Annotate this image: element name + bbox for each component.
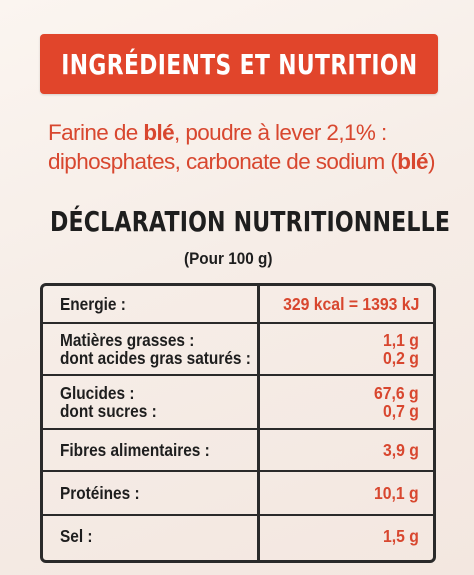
row-energie: Energie : 329 kcal = 1393 kJ [43, 286, 433, 324]
label-proteines: Protéines : [60, 483, 140, 503]
value-matieres-grasses: 1,1 g [383, 330, 419, 350]
title-banner: INGRÉDIENTS ET NUTRITION [40, 34, 438, 94]
value-energie: 329 kcal = 1393 kJ [282, 294, 419, 314]
label-acides-gras: dont acides gras saturés : [60, 348, 251, 368]
ingredients-text: Farine de blé, poudre à lever 2,1% : dip… [48, 118, 458, 176]
label-energie: Energie : [60, 294, 126, 314]
row-proteines: Protéines : 10,1 g [43, 472, 433, 516]
nutrition-table: Energie : 329 kcal = 1393 kJ Matières gr… [40, 283, 436, 563]
value-fibres: 3,9 g [383, 440, 419, 460]
allergen-highlight: blé [397, 149, 428, 174]
label-matieres-grasses: Matières grasses : [60, 330, 195, 350]
ingredients-text-part: diphosphates, carbonate de sodium ( [48, 149, 398, 174]
label-fibres: Fibres alimentaires : [60, 440, 210, 460]
row-fibres: Fibres alimentaires : 3,9 g [43, 430, 433, 472]
ingredients-text-part: , poudre à lever 2,1% : [174, 120, 387, 145]
row-glucides: Glucides : dont sucres : 67,6 g 0,7 g [43, 376, 433, 430]
value-sel: 1,5 g [383, 526, 419, 546]
ingredients-line-2: diphosphates, carbonate de sodium (blé) [48, 147, 458, 176]
value-glucides: 67,6 g [374, 383, 419, 403]
ingredients-line-1: Farine de blé, poudre à lever 2,1% : [48, 118, 458, 147]
value-acides-gras: 0,2 g [383, 348, 419, 368]
value-sucres: 0,7 g [383, 401, 419, 421]
ingredients-text-part: ) [427, 149, 435, 174]
label-glucides: Glucides : [60, 383, 135, 403]
declaration-title: DÉCLARATION NUTRITIONNELLE [50, 205, 451, 238]
column-divider [257, 286, 260, 560]
declaration-subtitle: (Pour 100 g) [184, 249, 273, 268]
label-sucres: dont sucres : [60, 401, 157, 421]
banner-title: INGRÉDIENTS ET NUTRITION [60, 47, 418, 81]
allergen-highlight: blé [143, 120, 175, 145]
ingredients-text-part: Farine de [48, 120, 144, 145]
value-proteines: 10,1 g [374, 483, 419, 503]
row-sel: Sel : 1,5 g [43, 516, 433, 560]
label-sel: Sel : [60, 526, 93, 546]
row-matieres-grasses: Matières grasses : dont acides gras satu… [43, 324, 433, 376]
